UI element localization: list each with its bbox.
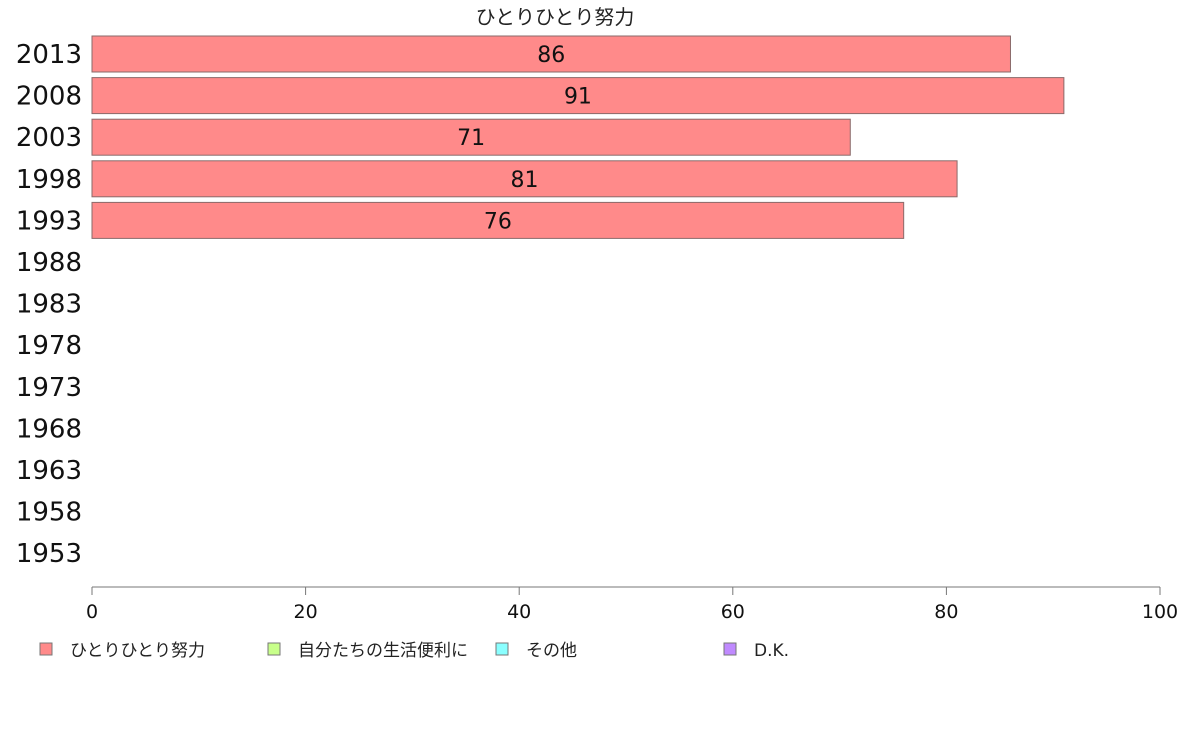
legend-swatch-1: [267, 642, 281, 656]
x-tick-label-0: 0: [86, 601, 98, 623]
bars: 86 91 71 81 76: [91, 35, 1065, 239]
legend-label-3: D.K.: [754, 641, 789, 661]
legend-swatch-0: [39, 642, 53, 656]
y-tick-label-2003: 2003: [16, 123, 82, 153]
legend-swatch-3: [723, 642, 737, 656]
bar-1993: [91, 201, 905, 239]
bar-1998: [91, 160, 958, 198]
y-tick-label-2008: 2008: [16, 82, 82, 112]
y-tick-label-1983: 1983: [16, 290, 82, 320]
x-tick-label-80: 80: [934, 601, 958, 623]
y-tick-label-1958: 1958: [16, 498, 82, 528]
x-axis: 0 20 40 60 80 100: [86, 586, 1178, 623]
data-label-1998: 81: [511, 168, 539, 193]
bar-2008: [91, 77, 1065, 115]
y-tick-label-2013: 2013: [16, 40, 82, 70]
legend-label-2: その他: [526, 641, 577, 661]
bar-2013: [91, 35, 1011, 73]
chart-title: ひとりひとり努力: [476, 5, 635, 29]
y-tick-label-1953: 1953: [16, 539, 82, 569]
y-tick-label-1988: 1988: [16, 248, 82, 278]
data-label-2008: 91: [564, 85, 592, 110]
y-tick-label-1998: 1998: [16, 165, 82, 195]
x-tick-label-100: 100: [1142, 601, 1178, 623]
data-label-2013: 86: [537, 43, 565, 68]
data-label-2003: 71: [457, 126, 485, 151]
y-tick-label-1963: 1963: [16, 456, 82, 486]
bar-2003: [91, 118, 851, 156]
x-tick-label-40: 40: [507, 601, 531, 623]
data-label-1993: 76: [484, 209, 512, 234]
legend: ひとりひとり努力 自分たちの生活便利に その他 D.K.: [39, 641, 789, 661]
legend-label-0: ひとりひとり努力: [70, 641, 205, 661]
legend-label-1: 自分たちの生活便利に: [298, 641, 468, 661]
y-tick-label-1973: 1973: [16, 373, 82, 403]
x-tick-label-60: 60: [721, 601, 745, 623]
y-tick-label-1978: 1978: [16, 331, 82, 361]
y-tick-label-1993: 1993: [16, 206, 82, 236]
x-tick-label-20: 20: [294, 601, 318, 623]
legend-swatch-2: [495, 642, 509, 656]
y-tick-label-1968: 1968: [16, 414, 82, 444]
y-axis-labels: 2013 2008 2003 1998 1993 1988 1983 1978 1973 1968…: [16, 40, 82, 569]
